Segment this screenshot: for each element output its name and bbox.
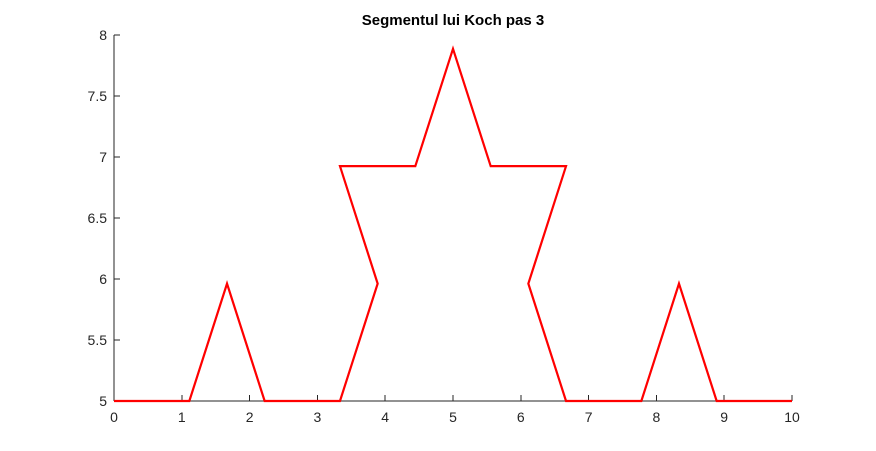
x-tick-label: 5 — [449, 409, 457, 425]
axes: 0 1 2 3 4 5 6 7 8 9 10 5 5.5 6 6.5 7 7.5 8 — [88, 27, 800, 425]
x-tick-label: 7 — [585, 409, 593, 425]
y-tick-label: 7.5 — [88, 88, 108, 104]
x-tick-label: 0 — [110, 409, 118, 425]
x-tick-label: 2 — [246, 409, 254, 425]
y-tick-label: 7 — [99, 149, 107, 165]
x-tick-label: 10 — [784, 409, 800, 425]
series-layer — [114, 45, 792, 403]
x-tick-label: 9 — [720, 409, 728, 425]
x-tick-label: 8 — [653, 409, 661, 425]
y-tick-label: 6.5 — [88, 210, 108, 226]
x-tick-label: 3 — [314, 409, 322, 425]
y-tick-label: 6 — [99, 271, 107, 287]
y-tick-label: 5 — [99, 393, 107, 409]
x-tick-label: 4 — [381, 409, 389, 425]
y-tick-label: 8 — [99, 27, 107, 43]
koch-curve-line — [114, 45, 792, 403]
chart-title: Segmentul lui Koch pas 3 — [362, 12, 545, 29]
x-tick-label: 1 — [178, 409, 186, 425]
x-tick-label: 6 — [517, 409, 525, 425]
y-tick-label: 5.5 — [88, 332, 108, 348]
